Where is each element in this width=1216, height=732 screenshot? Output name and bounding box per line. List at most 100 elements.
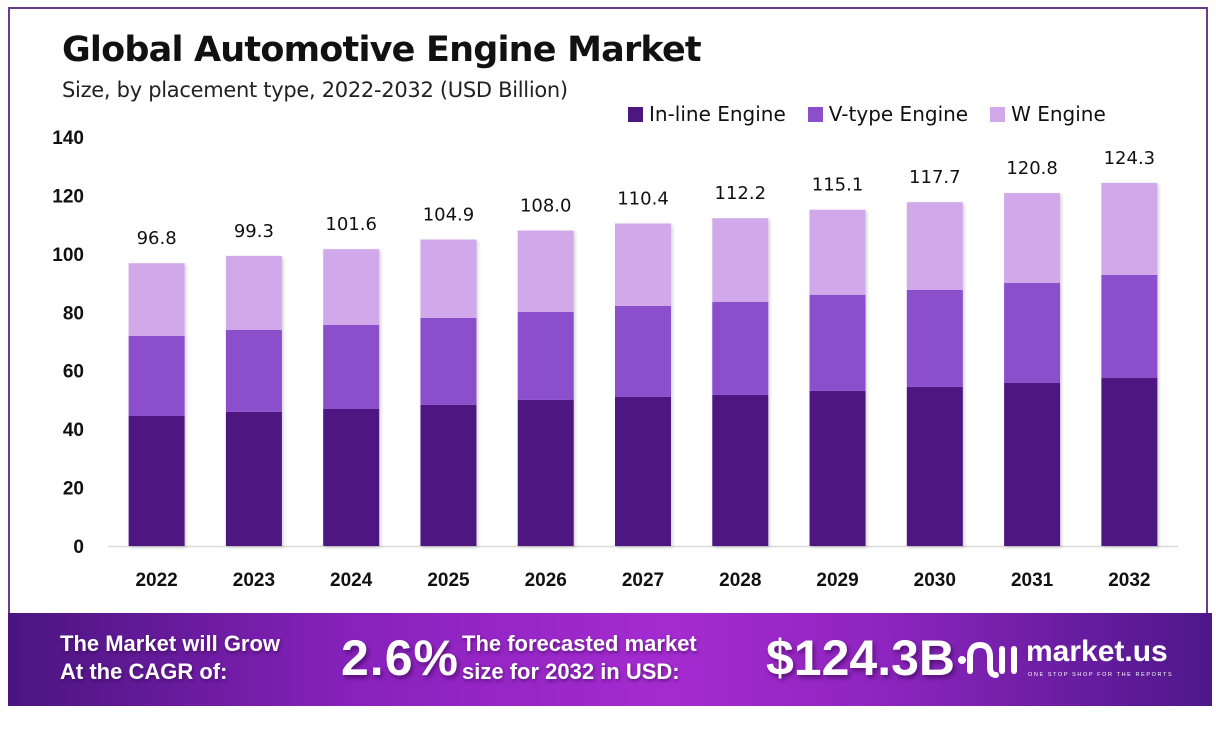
legend: In-line Engine V-type Engine W Engine	[628, 102, 1106, 126]
bar-segment-vtype	[517, 311, 574, 400]
total-label: 104.9	[423, 205, 475, 226]
bar-2031	[1004, 193, 1061, 546]
bar-segment-vtype	[906, 289, 963, 387]
cagr-label: The Market will Grow At the CAGR of:	[60, 630, 280, 686]
bar-2029	[809, 209, 866, 546]
legend-label-w: W Engine	[1011, 102, 1106, 126]
market-us-logo-icon	[958, 641, 1017, 678]
legend-label-vtype: V-type Engine	[828, 102, 969, 126]
y-tick-label: 60	[63, 362, 84, 383]
total-label: 120.8	[1006, 158, 1058, 179]
bar-2025	[420, 239, 477, 546]
x-tick-label: 2028	[719, 570, 761, 591]
y-tick-label: 40	[63, 420, 84, 441]
legend-swatch-vtype	[807, 106, 823, 122]
bar-segment-w	[420, 239, 477, 318]
bar-segment-inline	[323, 408, 380, 546]
cagr-label-line1: The Market will Grow	[60, 631, 281, 656]
logo-tagline: ONE STOP SHOP FOR THE REPORTS	[1028, 672, 1174, 678]
x-tick-label: 2025	[427, 570, 470, 591]
bar-segment-inline	[906, 386, 963, 546]
bar-segment-w	[517, 230, 574, 312]
bar-segment-vtype	[225, 329, 282, 412]
legend-item-vtype: V-type Engine	[807, 102, 969, 126]
bar-2027	[615, 223, 671, 546]
bar-segment-inline	[128, 415, 185, 546]
bar-2024	[323, 249, 380, 546]
bar-segment-w	[225, 255, 282, 330]
bar-segment-vtype	[1004, 282, 1061, 383]
bar-2032	[1101, 182, 1158, 546]
bar-segment-vtype	[420, 317, 477, 405]
legend-label-inline: In-line Engine	[649, 102, 786, 126]
x-tick-label: 2027	[622, 570, 664, 591]
logo-text: market.us	[1026, 635, 1168, 668]
forecast-label-line1: The forecasted market	[462, 631, 697, 656]
x-tick-label: 2032	[1108, 570, 1150, 591]
forecast-value: $124.3B	[766, 630, 956, 686]
bar-segment-w	[1004, 193, 1061, 283]
total-label: 110.4	[617, 188, 669, 209]
bar-segment-inline	[1101, 378, 1158, 546]
stacked-bar-chart: 0 20 40 60 80 100 120 140 96.8 99.3 101.6 104.9 108…	[52, 128, 1178, 591]
bar-segment-vtype	[1101, 274, 1158, 379]
cagr-label-line2: At the CAGR of:	[60, 659, 228, 684]
total-label: 115.1	[812, 175, 864, 196]
bar-segment-w	[615, 223, 671, 306]
bar-segment-vtype	[615, 305, 671, 398]
x-tick-label: 2024	[330, 570, 373, 591]
bar-segment-inline	[420, 404, 477, 546]
bar-segment-inline	[615, 397, 671, 546]
legend-item-w: W Engine	[990, 102, 1106, 126]
x-tick-label: 2030	[914, 570, 956, 591]
legend-swatch-w	[990, 106, 1006, 122]
total-label: 117.7	[909, 167, 961, 188]
y-tick-label: 100	[52, 245, 84, 266]
x-tick-label: 2029	[816, 570, 858, 591]
forecast-label: The forecasted market size for 2032 in U…	[462, 630, 697, 686]
y-tick-label: 80	[63, 303, 84, 324]
bar-segment-vtype	[809, 294, 866, 391]
bar-segment-inline	[712, 394, 769, 546]
y-axis: 0 20 40 60 80 100 120 140	[52, 128, 84, 558]
total-label: 124.3	[1104, 148, 1156, 169]
total-label: 99.3	[234, 221, 274, 242]
forecast-label-line2: size for 2032 in USD:	[462, 659, 680, 684]
bar-segment-w	[906, 202, 963, 290]
legend-item-inline: In-line Engine	[628, 102, 786, 126]
x-tick-label: 2026	[525, 570, 567, 591]
summary-banner: The Market will Grow At the CAGR of: 2.6…	[8, 613, 1212, 706]
bar-2028	[712, 218, 769, 546]
total-label: 96.8	[137, 228, 177, 249]
x-axis: 2022 2023 2024 2025 2026 2027 2028 2029 2030 2031…	[135, 570, 1150, 591]
bar-segment-vtype	[712, 301, 769, 395]
bar-segment-w	[712, 218, 769, 302]
bar-segment-w	[1101, 182, 1158, 275]
total-label: 112.2	[715, 183, 767, 204]
bar-segment-inline	[1004, 382, 1061, 546]
total-label: 108.0	[520, 195, 572, 216]
y-tick-label: 0	[73, 537, 84, 558]
total-label: 101.6	[325, 214, 377, 235]
y-tick-label: 120	[52, 186, 84, 207]
bar-segment-inline	[809, 390, 866, 546]
bar-segment-w	[809, 209, 866, 295]
bar-segment-inline	[225, 411, 282, 546]
y-tick-label: 140	[52, 128, 84, 149]
bar-segment-w	[323, 249, 380, 325]
chart-subtitle: Size, by placement type, 2022-2032 (USD …	[62, 78, 568, 102]
bar-2030	[906, 202, 963, 546]
x-tick-label: 2031	[1011, 570, 1054, 591]
legend-swatch-inline	[628, 106, 643, 122]
cagr-value: 2.6%	[341, 630, 459, 686]
bar-2026	[517, 230, 574, 546]
bar-2022	[128, 263, 185, 546]
bar-segment-inline	[517, 399, 574, 546]
bars: 96.8 99.3 101.6 104.9 108.0 110.4 112.2 115.1 11…	[128, 148, 1158, 546]
bar-segment-vtype	[128, 335, 185, 416]
bar-2023	[225, 255, 282, 546]
x-tick-label: 2023	[233, 570, 275, 591]
bar-segment-w	[128, 263, 185, 336]
x-tick-label: 2022	[135, 570, 177, 591]
bar-segment-vtype	[323, 324, 380, 409]
